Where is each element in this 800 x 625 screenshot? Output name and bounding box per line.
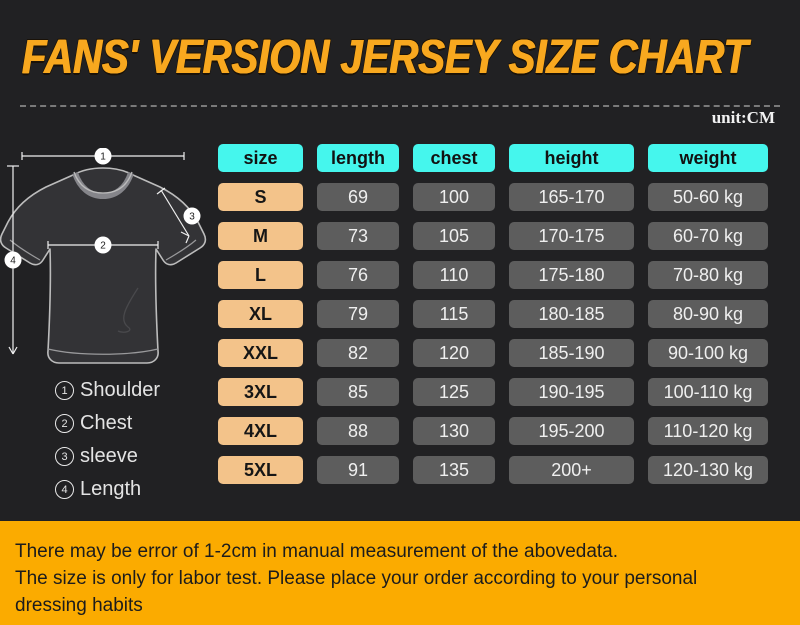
- svg-text:2: 2: [100, 241, 106, 252]
- svg-text:1: 1: [100, 152, 106, 163]
- svg-text:4: 4: [10, 256, 16, 267]
- svg-text:3: 3: [189, 212, 195, 223]
